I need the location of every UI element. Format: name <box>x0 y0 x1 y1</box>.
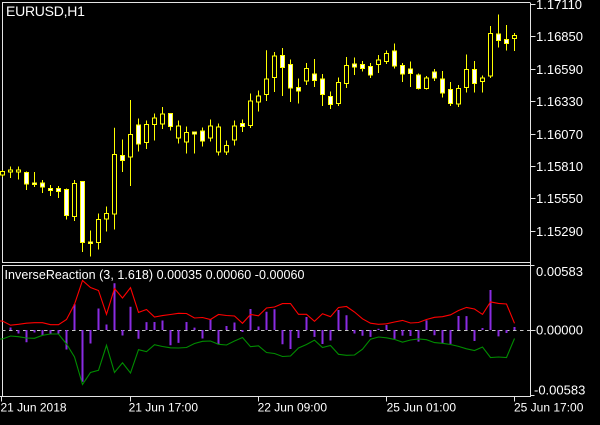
svg-text:0.00583: 0.00583 <box>536 264 583 279</box>
svg-text:25 Jun 01:00: 25 Jun 01:00 <box>387 401 457 415</box>
svg-text:1.16590: 1.16590 <box>536 62 583 77</box>
svg-text:1.17110: 1.17110 <box>536 0 582 12</box>
svg-text:InverseReaction (3, 1.618) 0.0: InverseReaction (3, 1.618) 0.00035 0.000… <box>5 268 305 282</box>
svg-text:EURUSD,H1: EURUSD,H1 <box>6 3 85 19</box>
svg-text:0.00000: 0.00000 <box>536 323 583 338</box>
svg-text:1.16850: 1.16850 <box>536 29 583 44</box>
svg-text:1.15290: 1.15290 <box>536 224 583 239</box>
svg-text:1.15810: 1.15810 <box>536 159 583 174</box>
svg-text:25 Jun 17:00: 25 Jun 17:00 <box>514 401 584 415</box>
svg-text:-0.00583: -0.00583 <box>534 383 585 398</box>
svg-text:21 Jun 17:00: 21 Jun 17:00 <box>129 401 199 415</box>
svg-text:1.16070: 1.16070 <box>536 127 583 142</box>
svg-text:22 Jun 09:00: 22 Jun 09:00 <box>258 401 328 415</box>
svg-text:1.15550: 1.15550 <box>536 191 583 206</box>
svg-text:21 Jun 2018: 21 Jun 2018 <box>1 401 67 415</box>
svg-text:1.16330: 1.16330 <box>536 94 583 109</box>
